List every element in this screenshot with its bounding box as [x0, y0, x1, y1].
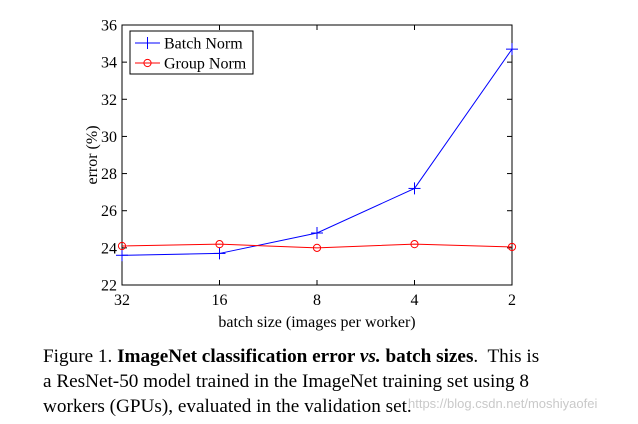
caption-title-part-1: ImageNet classification error [117, 346, 360, 367]
x-tick-label: 8 [313, 292, 321, 309]
batch-norm-point [506, 43, 518, 56]
group-norm-point [312, 243, 322, 252]
figure-caption: Figure 1. ImageNet classification error … [43, 344, 603, 419]
legend-group-norm-circle [143, 58, 152, 68]
x-tick-label: 32 [114, 292, 130, 309]
caption-line-3: workers (GPUs), evaluated in the validat… [43, 394, 603, 419]
legend-label-group-norm: Group Norm [164, 56, 247, 73]
x-tick-label: 2 [508, 292, 516, 309]
caption-text-part-1: . This is [473, 346, 540, 367]
caption-line-1: Figure 1. ImageNet classification error … [43, 344, 603, 369]
group-norm-marker-circle [215, 240, 224, 249]
legend-marker-group-norm [143, 58, 152, 68]
y-tick-label: 24 [101, 240, 117, 257]
caption-text-part-3: workers (GPUs), evaluated in the validat… [43, 396, 412, 417]
group-norm-point [507, 242, 517, 252]
y-tick-label: 26 [101, 203, 117, 220]
legend: Batch Norm Group Norm [129, 30, 254, 75]
batch-norm-point [213, 247, 226, 260]
group-norm-marker-circle [507, 242, 517, 252]
caption-figure-number: Figure 1. [43, 346, 118, 367]
group-norm-point [215, 240, 224, 249]
legend-label-batch-norm: Batch Norm [164, 36, 243, 53]
line-chart: 22 24 26 28 30 32 34 36 32 16 8 4 2 batch size (image… [84, 18, 518, 332]
watermark: https://blog.csdn.net/moshiyaofei [408, 396, 598, 411]
axes: 22 24 26 28 30 32 34 36 32 16 8 4 2 batch size (image… [84, 18, 516, 332]
group-norm-marker-circle [117, 241, 127, 251]
caption-title-vs: vs. [359, 346, 381, 367]
y-tick-label: 32 [101, 92, 117, 109]
group-norm-line [121, 243, 513, 249]
x-tick-label: 16 [212, 292, 228, 309]
group-norm-point [117, 241, 127, 251]
caption-line-2: a ResNet-50 model trained in the ImageNe… [43, 369, 603, 394]
group-norm-point [410, 240, 419, 249]
y-tick-label: 22 [101, 278, 117, 295]
caption-title-part-2: batch sizes [380, 346, 474, 367]
caption-text-part-2: a ResNet-50 model trained in the ImageNe… [43, 371, 529, 392]
x-axis-label: batch size (images per worker) [218, 314, 415, 331]
y-tick-label: 36 [101, 18, 117, 35]
y-tick-label: 30 [101, 129, 117, 146]
y-axis-label: error (%) [84, 125, 101, 184]
x-tick-label: 4 [411, 292, 419, 309]
group-norm-marker-circle [312, 243, 322, 252]
batch-norm-point [311, 227, 323, 239]
batch-norm-point [116, 249, 128, 262]
batch-norm-line [121, 48, 513, 256]
y-tick-label: 34 [101, 55, 117, 72]
batch-norm-point [408, 182, 421, 195]
legend-box [129, 30, 254, 75]
legend-marker-batch-norm [141, 37, 154, 49]
group-norm-marker-circle [410, 240, 419, 249]
y-tick-label: 28 [101, 166, 117, 183]
series-layer [116, 43, 518, 262]
